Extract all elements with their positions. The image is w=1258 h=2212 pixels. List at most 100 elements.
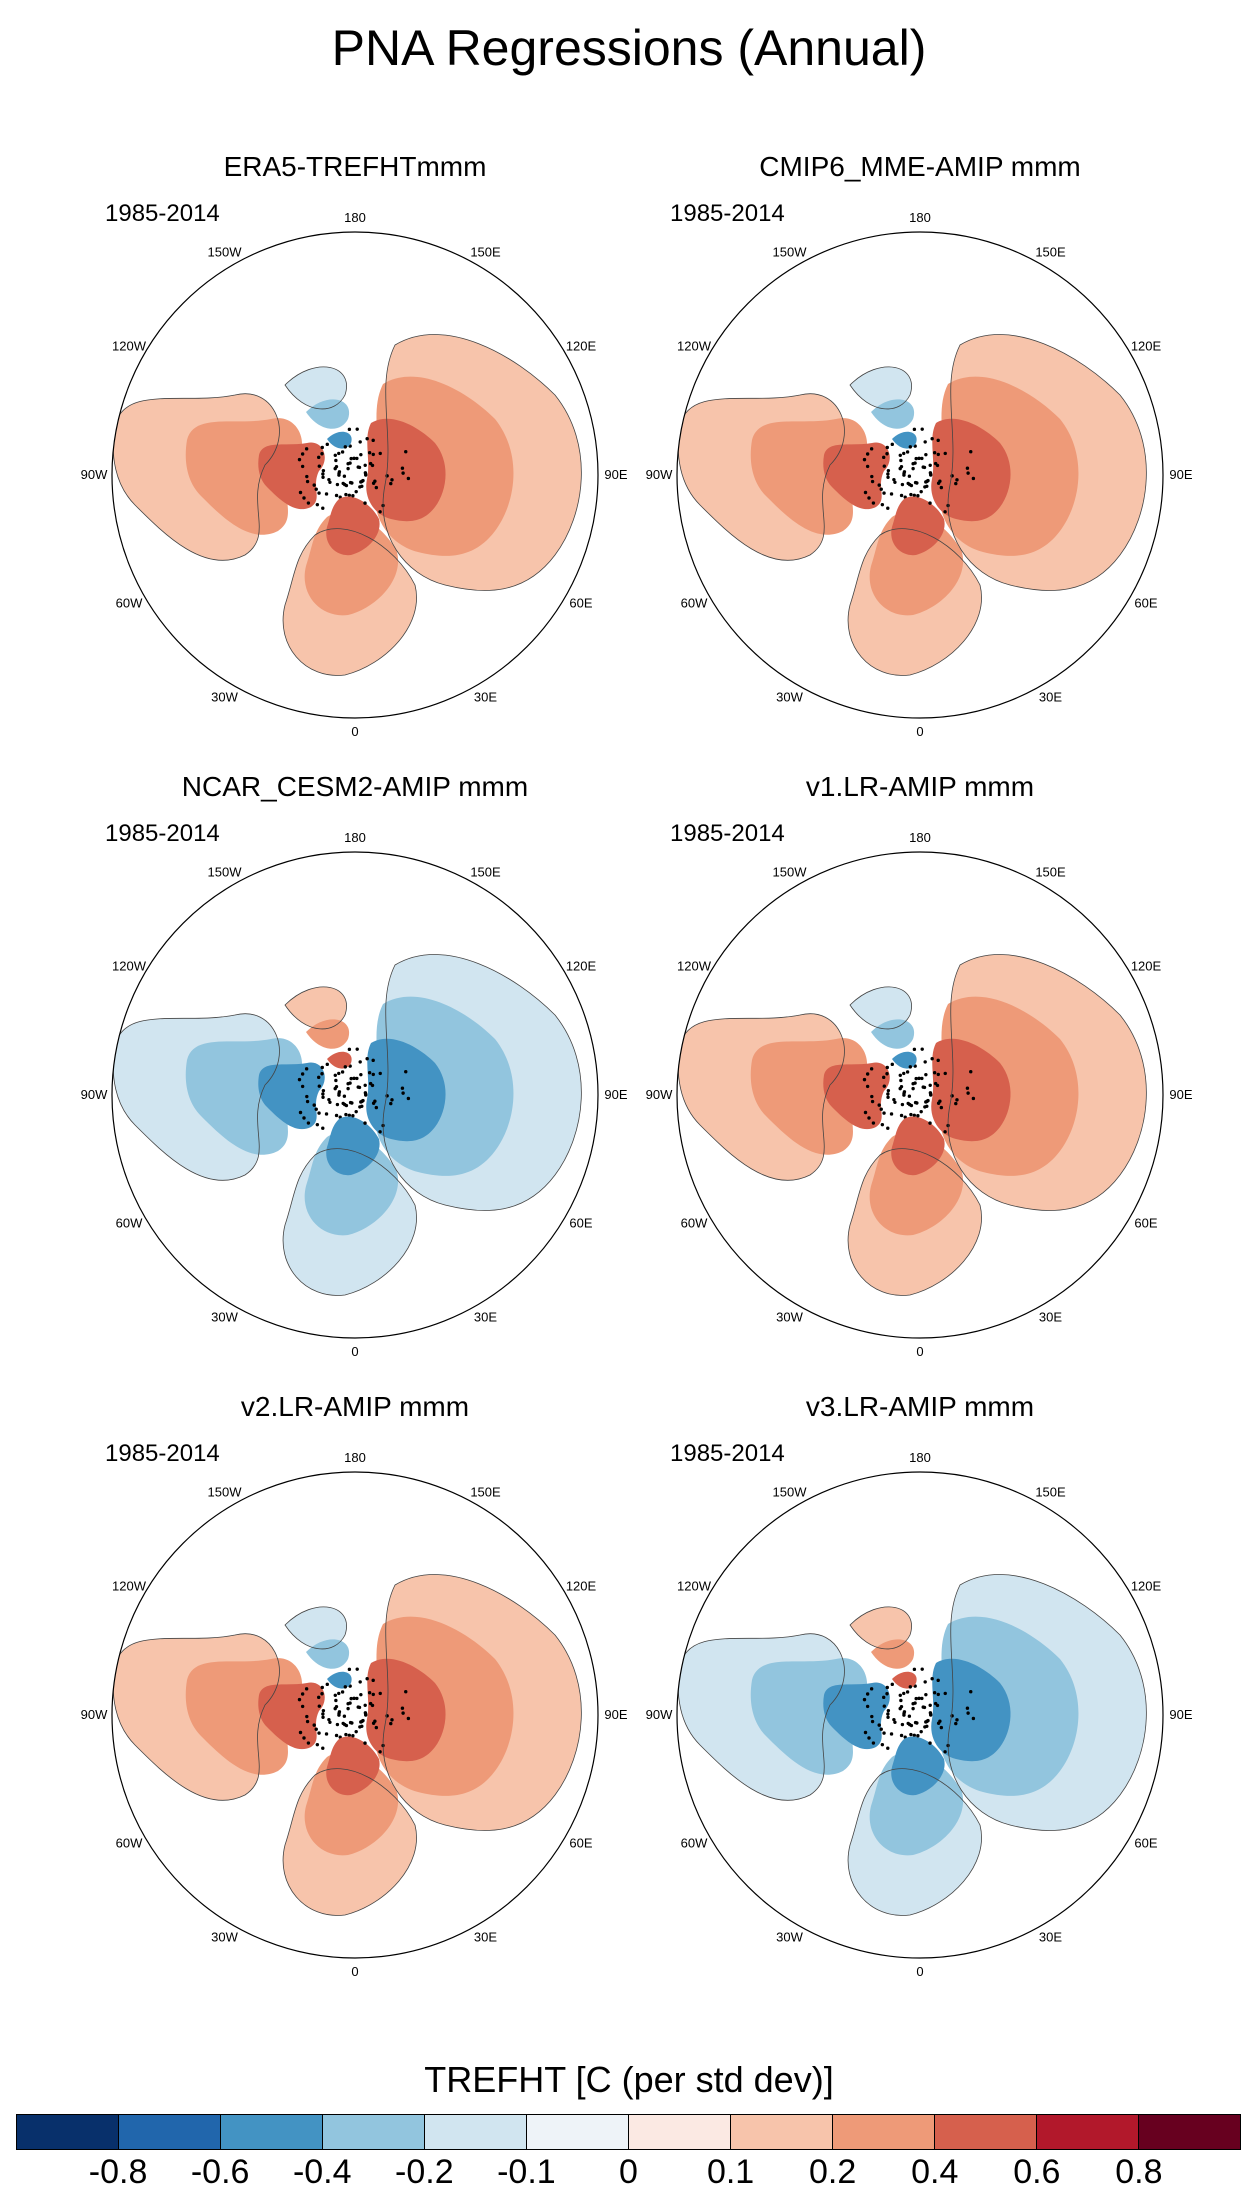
- anomaly-region: [678, 1013, 974, 1181]
- longitude-label: 60W: [681, 1836, 708, 1851]
- map-boundary: [676, 1471, 1164, 1959]
- anomaly-region: [865, 1574, 1147, 1831]
- longitude-label: 120W: [112, 959, 147, 974]
- longitude-label: 90E: [1169, 467, 1192, 482]
- anomaly-region: [283, 1047, 417, 1296]
- panel-title: v3.LR-AMIP mmm: [805, 1391, 1035, 1422]
- period-label: 1985-2014: [105, 820, 220, 847]
- colorbar-box-8: [833, 2115, 935, 2149]
- anomaly-region: [283, 1667, 417, 1916]
- longitude-label: 180: [344, 830, 366, 845]
- anomaly-region: [848, 1047, 982, 1296]
- colorbar: [16, 2114, 1241, 2150]
- map-panel-6: 180 150W 150E 120W 120E 90W 90E 60W 60E 30W 30E 0 v…: [640, 1390, 1200, 2010]
- longitude-label: 60W: [681, 1216, 708, 1231]
- colorbar-tick-label: -0.6: [190, 2153, 250, 2191]
- anomaly-region: [300, 954, 582, 1211]
- panel-title: v2.LR-AMIP mmm: [240, 1391, 470, 1422]
- longitude-label: 0: [351, 724, 358, 739]
- longitude-label: 150W: [773, 864, 808, 879]
- anomaly-region: [850, 366, 974, 523]
- colorbar-box-1: [119, 2115, 221, 2149]
- anomaly-region: [850, 1606, 974, 1763]
- anomaly-region: [113, 393, 409, 561]
- longitude-label: 90W: [81, 1087, 108, 1102]
- colorbar-tick-label: 0.2: [809, 2153, 857, 2191]
- colorbar-box-9: [935, 2115, 1037, 2149]
- polar-map: 180 150W 150E 120W 120E 90W 90E 60W 60E 30W 30E 0: [81, 210, 628, 739]
- colorbar-box-10: [1037, 2115, 1139, 2149]
- map-panel-3: 180 150W 150E 120W 120E 90W 90E 60W 60E 30W 30E 0 N…: [75, 770, 635, 1390]
- colorbar-box-7: [731, 2115, 833, 2149]
- colorbar-box-3: [323, 2115, 425, 2149]
- longitude-label: 60W: [116, 1216, 143, 1231]
- map-panel-5: 180 150W 150E 120W 120E 90W 90E 60W 60E 30W 30E 0 v…: [75, 1390, 635, 2010]
- map-panel-2: 180 150W 150E 120W 120E 90W 90E 60W 60E 30W 30E 0 C…: [640, 150, 1200, 770]
- anomaly-region: [113, 1633, 409, 1801]
- longitude-label: 30W: [776, 1310, 803, 1325]
- map-boundary: [676, 231, 1164, 719]
- longitude-label: 150W: [773, 244, 808, 259]
- map-boundary: [111, 1471, 599, 1959]
- anomaly-region: [285, 986, 409, 1143]
- polar-map: 180 150W 150E 120W 120E 90W 90E 60W 60E 30W 30E 0: [646, 830, 1193, 1359]
- longitude-label: 120E: [566, 1579, 597, 1594]
- longitude-label: 120W: [677, 959, 712, 974]
- period-label: 1985-2014: [105, 200, 220, 227]
- anomaly-region: [678, 1633, 974, 1801]
- period-label: 1985-2014: [105, 1440, 220, 1467]
- longitude-label: 120W: [677, 339, 712, 354]
- map-boundary: [676, 851, 1164, 1339]
- longitude-label: 150W: [208, 1484, 243, 1499]
- longitude-label: 90W: [646, 1087, 673, 1102]
- colorbar-box-11: [1139, 2115, 1240, 2149]
- longitude-label: 30E: [1039, 690, 1062, 705]
- polar-map: 180 150W 150E 120W 120E 90W 90E 60W 60E 30W 30E 0: [81, 830, 628, 1359]
- longitude-label: 180: [344, 210, 366, 225]
- anomaly-region: [285, 1606, 409, 1763]
- longitude-label: 60E: [569, 1836, 592, 1851]
- longitude-label: 60E: [569, 1216, 592, 1231]
- colorbar-box-6: [629, 2115, 731, 2149]
- colorbar-box-0: [17, 2115, 119, 2149]
- colorbar-tick-label: -0.2: [395, 2153, 454, 2191]
- longitude-label: 60W: [681, 596, 708, 611]
- longitude-label: 60W: [116, 1836, 143, 1851]
- map-panel-1: 180 150W 150E 120W 120E 90W 90E 60W 60E 30W 30E 0 E…: [75, 150, 635, 770]
- map-boundary: [111, 851, 599, 1339]
- longitude-label: 120W: [112, 1579, 147, 1594]
- longitude-label: 30W: [776, 1930, 803, 1945]
- figure-title: PNA Regressions (Annual): [331, 20, 927, 76]
- longitude-label: 60E: [1134, 1836, 1157, 1851]
- longitude-label: 30E: [474, 690, 497, 705]
- anomaly-region: [865, 954, 1147, 1211]
- map-boundary: [111, 231, 599, 719]
- map-panel-4: 180 150W 150E 120W 120E 90W 90E 60W 60E 30W 30E 0 v…: [640, 770, 1200, 1390]
- colorbar-box-5: [527, 2115, 629, 2149]
- colorbar-tick-label: -0.8: [88, 2153, 148, 2191]
- anomaly-region: [283, 427, 417, 676]
- anomaly-region: [850, 986, 974, 1143]
- longitude-label: 120E: [566, 959, 597, 974]
- longitude-label: 0: [916, 1344, 923, 1359]
- longitude-label: 90W: [81, 1707, 108, 1722]
- longitude-label: 30E: [1039, 1310, 1062, 1325]
- longitude-label: 150E: [1035, 244, 1066, 259]
- longitude-label: 90E: [1169, 1087, 1192, 1102]
- anomaly-region: [848, 427, 982, 676]
- longitude-label: 0: [351, 1964, 358, 1979]
- panel-title: NCAR_CESM2-AMIP mmm: [181, 771, 529, 802]
- colorbar-tick-label: -0.4: [292, 2153, 352, 2191]
- longitude-label: 90W: [646, 1707, 673, 1722]
- longitude-label: 90E: [604, 1707, 627, 1722]
- longitude-label: 180: [909, 210, 931, 225]
- polar-map: 180 150W 150E 120W 120E 90W 90E 60W 60E 30W 30E 0: [81, 1450, 628, 1979]
- longitude-label: 180: [909, 830, 931, 845]
- longitude-label: 30E: [1039, 1930, 1062, 1945]
- longitude-label: 150W: [773, 1484, 808, 1499]
- colorbar-tick-label: 0.6: [1013, 2153, 1061, 2191]
- longitude-label: 30E: [474, 1930, 497, 1945]
- period-label: 1985-2014: [670, 820, 785, 847]
- panel-title: ERA5-TREFHTmmm: [223, 151, 487, 182]
- colorbar-tick-label: 0.4: [911, 2153, 959, 2191]
